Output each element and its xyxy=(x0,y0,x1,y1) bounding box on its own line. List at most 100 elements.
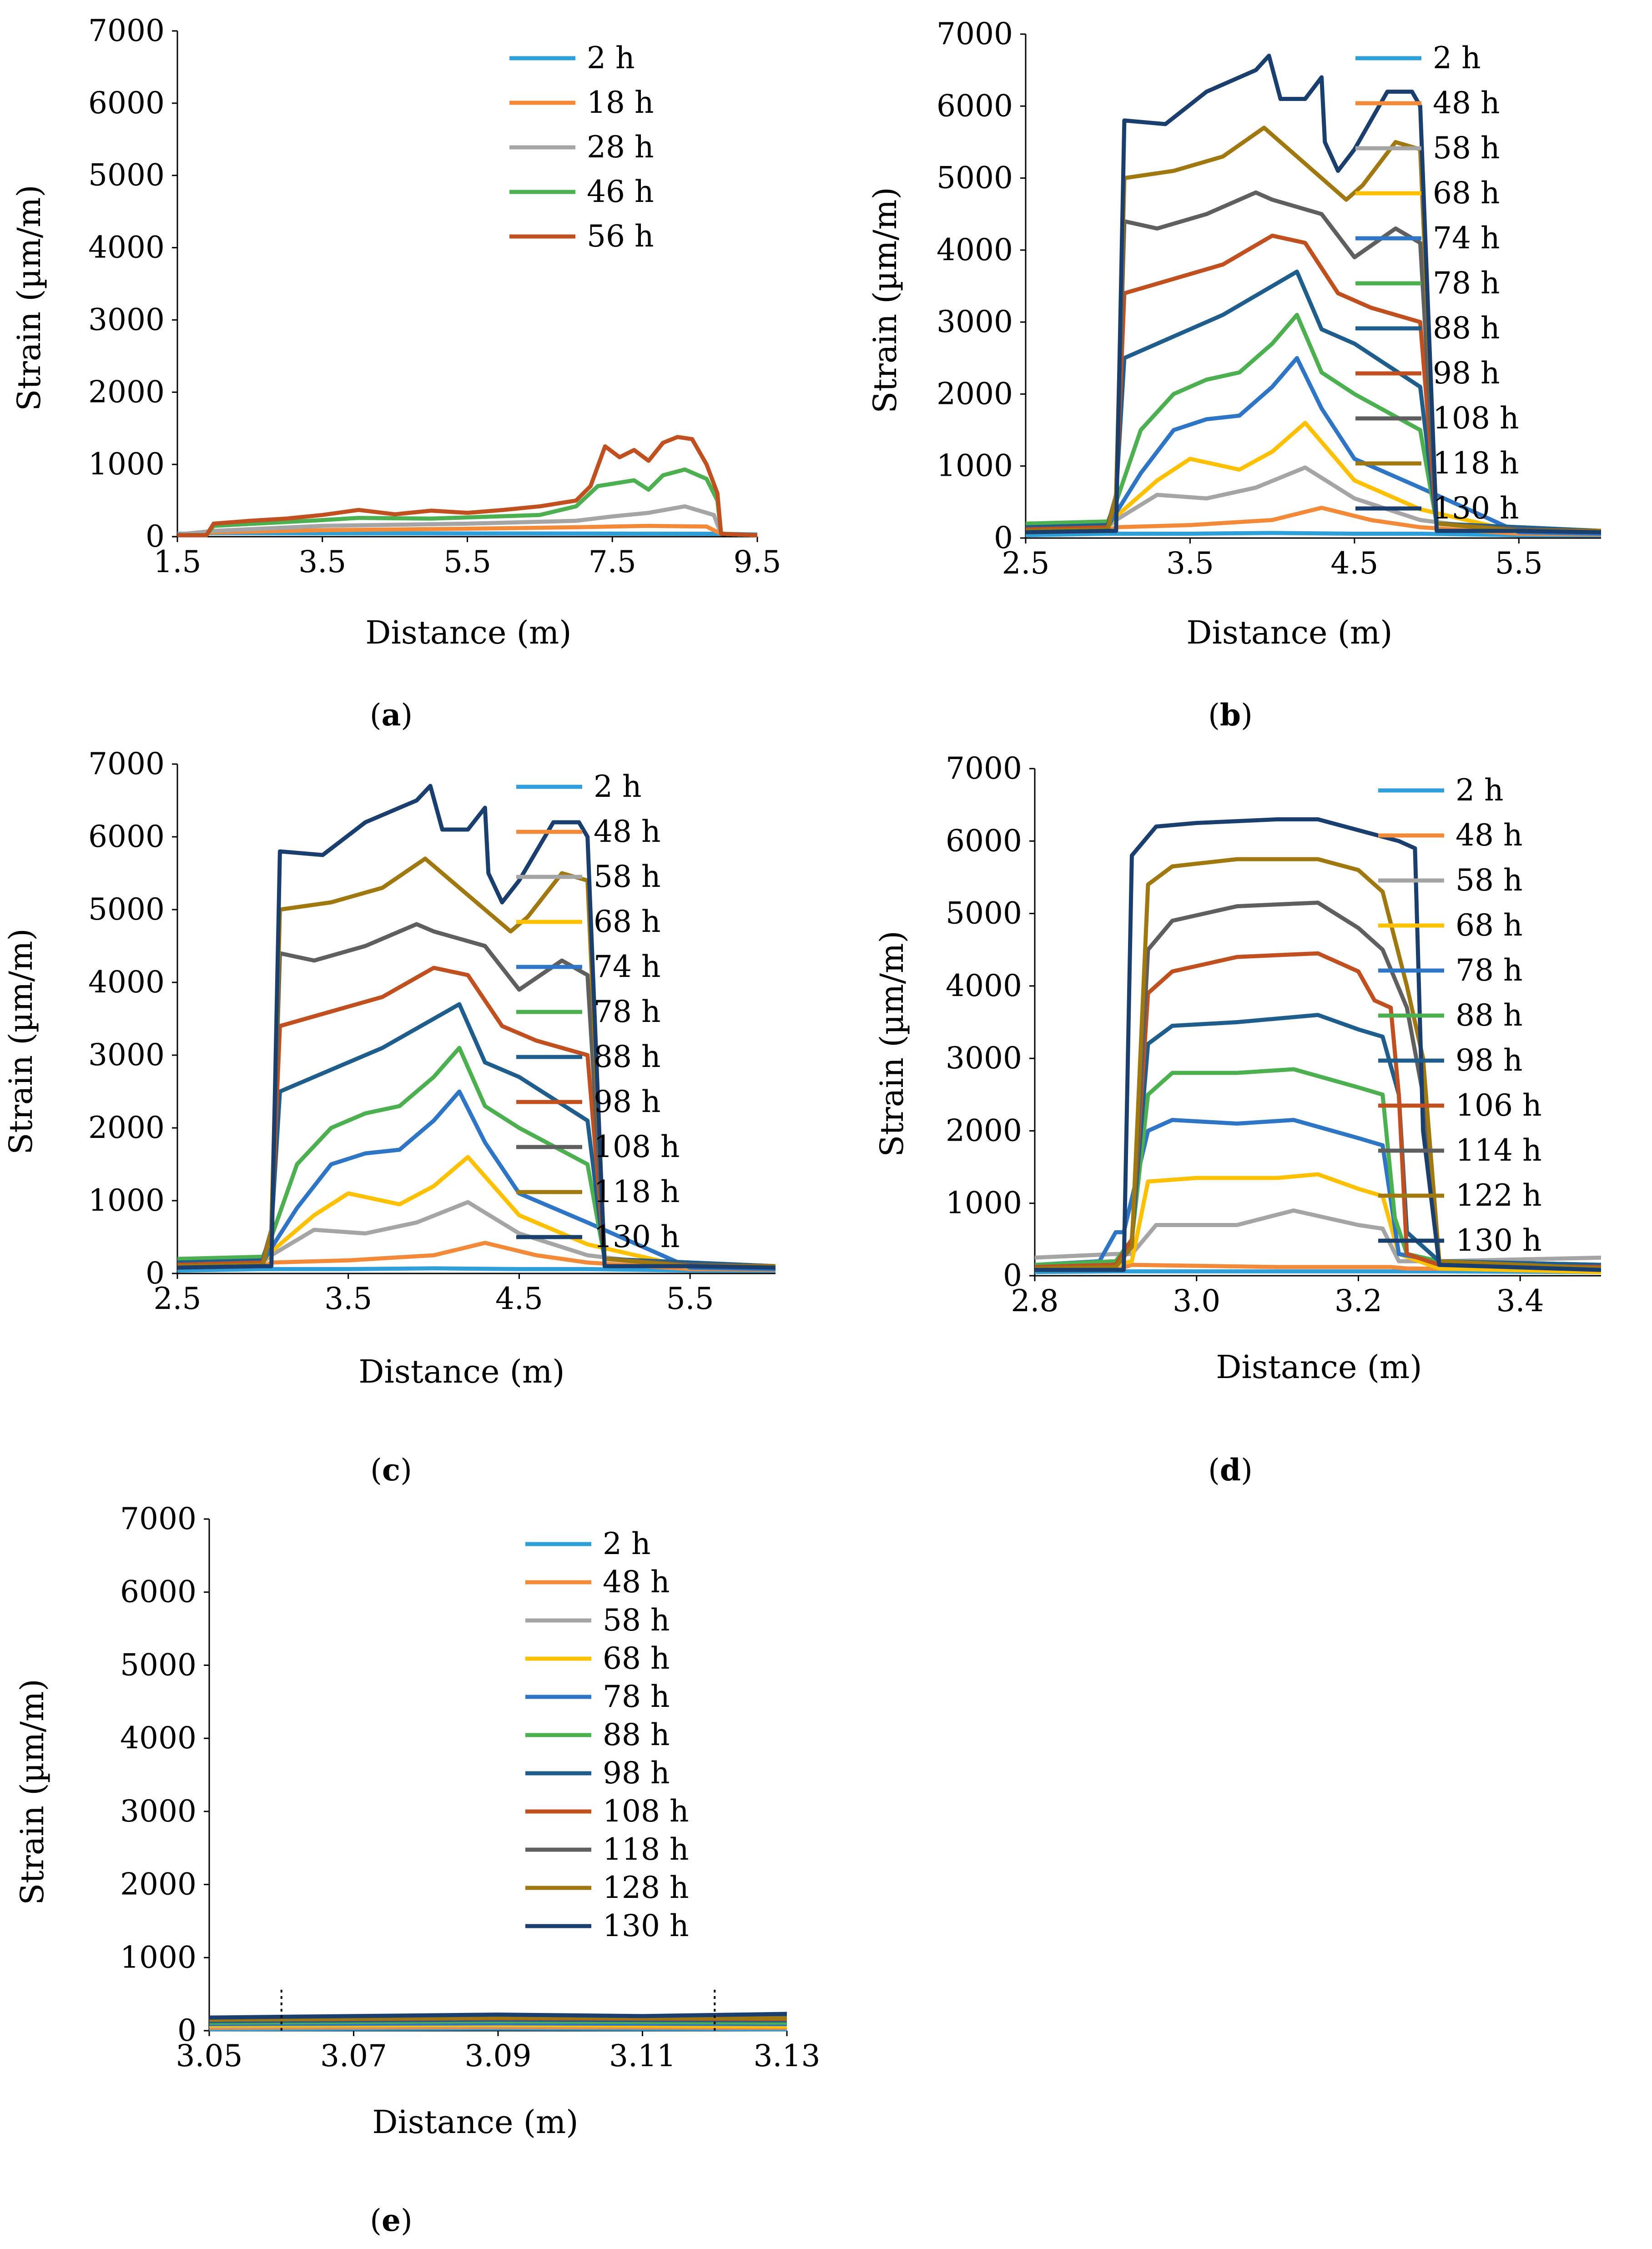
legend-label: 88 h xyxy=(603,1717,670,1752)
legend-label: 58 h xyxy=(1433,131,1500,166)
legend: 2 h 18 h 28 h 46 h 56 h xyxy=(509,40,654,254)
series-line xyxy=(209,2012,787,2020)
y-tick-label: 1000 xyxy=(120,1940,196,1975)
y-tick-label: 7000 xyxy=(88,13,165,48)
legend-label: 106 h xyxy=(1456,1088,1541,1123)
y-tick-label: 6000 xyxy=(937,88,1013,123)
y-tick-label: 7000 xyxy=(946,751,1022,786)
x-axis-title: Distance (m) xyxy=(1186,614,1392,651)
series-line xyxy=(177,784,776,1270)
x-tick-label: 5.5 xyxy=(443,544,491,579)
legend: 2 h 48 h 58 h 68 h 78 h 88 h 98 h 106 h 114 h 122… xyxy=(1378,773,1541,1258)
panel-b: 0 1000 2000 3000 4000 5000 6000 7000 2.5 3.5 4.5 5.… xyxy=(866,16,1601,733)
y-axis-title: Strain (µm/m) xyxy=(873,931,911,1157)
y-tick-label: 3000 xyxy=(946,1041,1022,1076)
y-tick-label: 6000 xyxy=(88,86,165,121)
legend-label: 2 h xyxy=(1456,773,1503,808)
x-axis-title: Distance (m) xyxy=(1216,1348,1422,1386)
y-tick-label: 0 xyxy=(177,2013,196,2048)
y-tick-label: 2000 xyxy=(88,1110,165,1145)
series-line xyxy=(1035,817,1601,1272)
panel-c: 0 1000 2000 3000 4000 5000 6000 7000 2.5 3.5 4.5 5.… xyxy=(2,746,776,1488)
legend-label: 68 h xyxy=(594,904,660,939)
panel-label-e: (e) xyxy=(370,2203,413,2238)
y-tick-label: 0 xyxy=(146,1256,165,1291)
legend-label: 88 h xyxy=(1433,311,1500,346)
x-tick-label: 5.5 xyxy=(666,1281,714,1316)
y-tick-label: 2000 xyxy=(120,1867,196,1902)
y-tick-label: 1000 xyxy=(937,448,1013,483)
panel-label-a: (a) xyxy=(370,697,413,733)
x-tick-label: 7.5 xyxy=(589,544,636,579)
y-tick-label: 7000 xyxy=(120,1501,196,1536)
legend-label: 2 h xyxy=(594,769,641,804)
x-tick-label: 2.5 xyxy=(1002,546,1050,581)
y-tick-label: 1000 xyxy=(88,1183,165,1218)
series-lines xyxy=(177,784,776,1273)
x-tick-label: 3.2 xyxy=(1335,1283,1382,1318)
x-tick-label: 3.13 xyxy=(754,2038,821,2073)
legend-label: 48 h xyxy=(1433,86,1500,121)
series-line xyxy=(177,1002,776,1268)
series-line xyxy=(177,1046,776,1268)
legend-label: 48 h xyxy=(603,1565,670,1600)
panel-label-b: (b) xyxy=(1208,697,1253,733)
x-tick-label: 3.4 xyxy=(1496,1283,1544,1318)
series-line xyxy=(177,467,757,538)
y-tick-label: 7000 xyxy=(937,16,1013,51)
legend-label: 2 h xyxy=(587,40,635,75)
legend-label: 122 h xyxy=(1456,1178,1541,1213)
x-tick-label: 2.5 xyxy=(154,1281,201,1316)
y-tick-label: 2000 xyxy=(946,1113,1022,1148)
legend-label: 78 h xyxy=(594,994,660,1029)
x-tick-label: 3.11 xyxy=(609,2038,676,2073)
y-tick-label: 1000 xyxy=(88,447,165,482)
legend-label: 130 h xyxy=(1456,1223,1541,1258)
legend-label: 98 h xyxy=(603,1756,670,1791)
y-axis-title: Strain (µm/m) xyxy=(10,185,48,411)
legend-label: 58 h xyxy=(594,859,660,894)
y-axis-title: Strain (µm/m) xyxy=(866,187,904,413)
legend-label: 98 h xyxy=(1456,1043,1522,1078)
y-tick-label: 5000 xyxy=(937,161,1013,196)
panel-e: 0 1000 2000 3000 4000 5000 6000 7000 3.05 3.07 3.0… xyxy=(14,1501,820,2238)
legend-label: 98 h xyxy=(594,1084,660,1119)
legend-label: 2 h xyxy=(1433,40,1481,75)
series-line xyxy=(177,1089,776,1271)
legend-label: 68 h xyxy=(1456,908,1522,943)
x-tick-label: 3.05 xyxy=(176,2038,243,2073)
y-tick-label: 2000 xyxy=(88,374,165,409)
panel-d: 0 1000 2000 3000 4000 5000 6000 7000 2.8 3.0 3.2 3.… xyxy=(873,751,1601,1488)
legend-label: 114 h xyxy=(1456,1133,1541,1168)
legend-label: 78 h xyxy=(1456,953,1522,988)
y-tick-label: 3000 xyxy=(88,302,165,337)
legend-label: 28 h xyxy=(587,130,654,165)
y-tick-label: 4000 xyxy=(88,230,165,265)
series-line xyxy=(177,922,776,1268)
legend-label: 78 h xyxy=(603,1679,670,1714)
x-tick-label: 1.5 xyxy=(154,544,201,579)
x-tick-label: 3.09 xyxy=(465,2038,532,2073)
legend-label: 74 h xyxy=(594,949,660,984)
series-line xyxy=(177,435,757,538)
series-line xyxy=(1026,233,1601,533)
legend-label: 18 h xyxy=(587,85,654,120)
panel-label-c: (c) xyxy=(370,1452,412,1488)
legend-label: 130 h xyxy=(1433,491,1519,526)
legend-label: 48 h xyxy=(594,814,660,849)
y-tick-label: 6000 xyxy=(88,819,165,854)
legend-label: 58 h xyxy=(1456,863,1522,898)
x-axis-title: Distance (m) xyxy=(365,614,571,651)
legend-label: 56 h xyxy=(587,219,654,254)
y-tick-label: 3000 xyxy=(88,1037,165,1072)
x-tick-label: 5.5 xyxy=(1495,546,1543,581)
y-tick-label: 6000 xyxy=(946,823,1022,858)
legend-label: 108 h xyxy=(1433,401,1519,436)
y-tick-label: 4000 xyxy=(946,968,1022,1003)
y-tick-label: 1000 xyxy=(946,1186,1022,1221)
y-tick-label: 6000 xyxy=(120,1575,196,1610)
x-tick-label: 2.8 xyxy=(1011,1283,1059,1318)
y-tick-label: 0 xyxy=(994,520,1013,555)
legend-label: 2 h xyxy=(603,1526,650,1561)
